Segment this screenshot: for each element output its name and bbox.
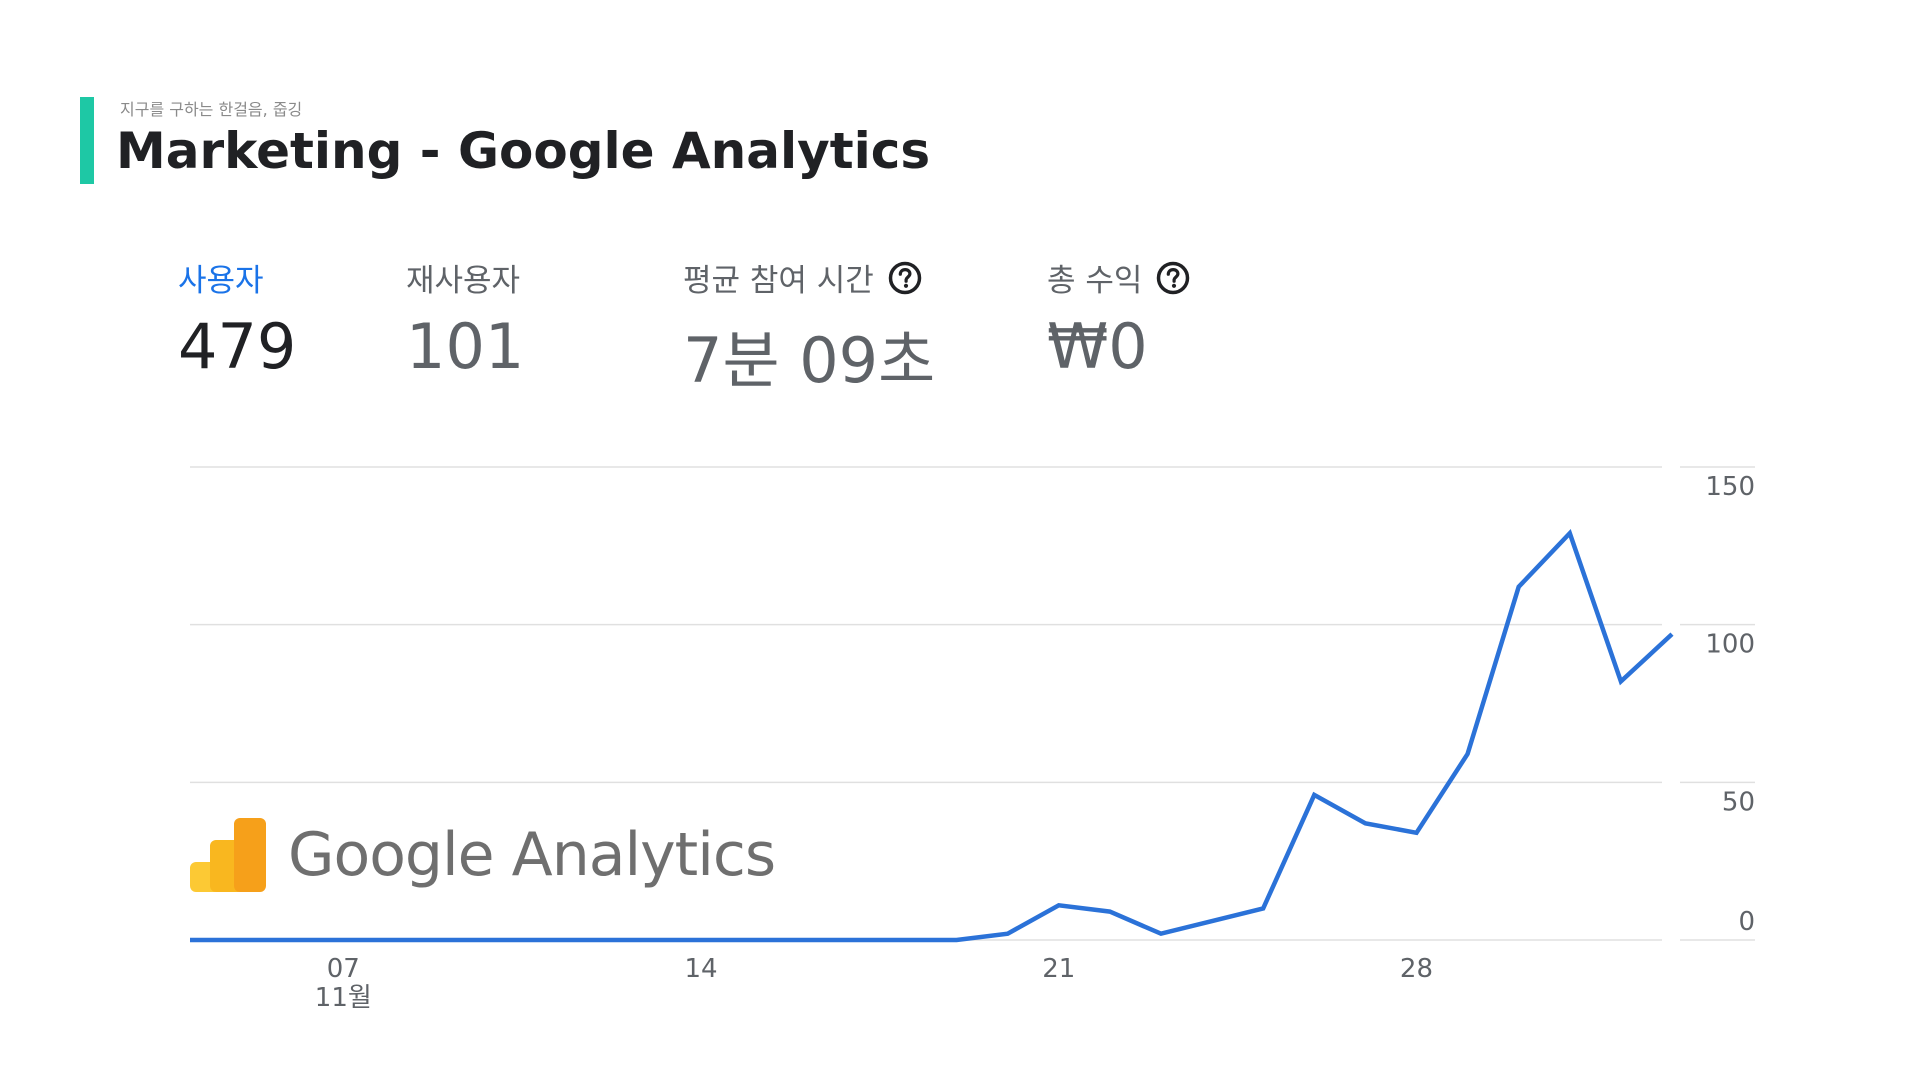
metric-returning-users-value: 101 (406, 310, 525, 383)
help-icon[interactable] (1156, 261, 1190, 295)
metric-returning-users-label: 재사용자 (406, 263, 521, 299)
google-analytics-logo: Google Analytics (190, 818, 776, 892)
y-tick-label: 0 (1738, 907, 1755, 937)
x-tick-label: 28 (1400, 954, 1433, 984)
x-tick-label: 14 (684, 954, 717, 984)
x-tick-sublabel: 11월 (315, 983, 372, 1013)
metric-users[interactable]: 사용자 479 (178, 255, 296, 383)
metric-users-value: 479 (178, 310, 297, 383)
metric-users-label: 사용자 (178, 263, 264, 299)
metric-returning-users[interactable]: 재사용자 101 (406, 255, 524, 383)
metric-total-revenue-value: ₩0 (1047, 310, 1148, 383)
page-subtitle: 지구를 구하는 한걸음, 줍깅 (120, 100, 303, 119)
help-icon[interactable] (888, 261, 922, 295)
y-tick-label: 150 (1705, 472, 1755, 502)
metric-engagement-time-label: 평균 참여 시간 (683, 263, 874, 299)
metric-total-revenue[interactable]: 총 수익 ₩0 (1047, 255, 1190, 383)
x-tick-label: 07 (327, 954, 360, 984)
metric-engagement-time-value: 7분 09초 (683, 324, 936, 397)
y-tick-label: 100 (1705, 630, 1755, 660)
analytics-bar-icon (190, 818, 266, 892)
users-series-line (190, 528, 1674, 943)
metric-total-revenue-label: 총 수익 (1047, 263, 1143, 299)
x-tick-label: 21 (1042, 954, 1075, 984)
metric-engagement-time[interactable]: 평균 참여 시간 7분 09초 (683, 255, 935, 400)
page-title: Marketing - Google Analytics (116, 122, 931, 180)
title-accent-bar (80, 97, 94, 184)
y-tick-label: 50 (1722, 787, 1755, 817)
google-analytics-logo-text: Google Analytics (288, 820, 776, 890)
